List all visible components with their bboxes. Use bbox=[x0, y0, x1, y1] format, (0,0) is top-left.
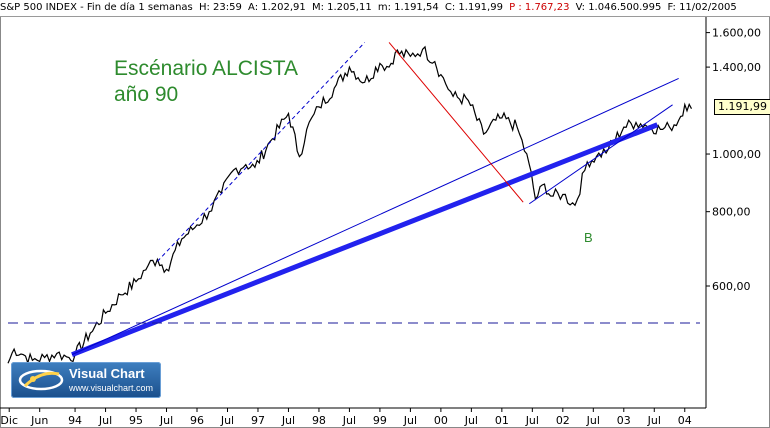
header-time: H: 23:59 bbox=[198, 2, 242, 13]
x-tick-label: Jul bbox=[98, 414, 112, 427]
x-tick-label: Jul bbox=[281, 414, 295, 427]
x-tick-label: Jul bbox=[220, 414, 234, 427]
x-tick-label: Jul bbox=[159, 414, 173, 427]
header-close: C: 1.191,99 bbox=[444, 2, 503, 13]
header-p: P : 1.767,23 bbox=[509, 2, 570, 13]
logo-url: www.visualchart.com bbox=[69, 383, 154, 393]
x-tick-label: 99 bbox=[373, 414, 387, 427]
upper-channel-trendline bbox=[71, 77, 679, 356]
x-tick-label: 97 bbox=[251, 414, 265, 427]
x-tick-label: 04 bbox=[678, 414, 692, 427]
x-tick-label: 96 bbox=[190, 414, 204, 427]
x-tick-label: 94 bbox=[68, 414, 82, 427]
x-tick-label: Jul bbox=[647, 414, 661, 427]
x-tick-label: 95 bbox=[129, 414, 143, 427]
recovery-support-trendline bbox=[529, 104, 673, 205]
x-tick-label: Jul bbox=[342, 414, 356, 427]
header-date: F: 11/02/2005 bbox=[667, 2, 737, 13]
price-series-line bbox=[7, 45, 693, 366]
x-tick-label: 00 bbox=[434, 414, 448, 427]
scenario-title: Escénario ALCISTA bbox=[114, 57, 299, 80]
last-price-label: 1.191,99 bbox=[714, 99, 770, 115]
chart-header: S&P 500 INDEX - Fin de día 1 semanas H: … bbox=[0, 0, 770, 17]
scenario-year: año 90 bbox=[114, 83, 179, 106]
x-tick-label: 03 bbox=[617, 414, 631, 427]
x-tick-label: Jun bbox=[30, 414, 48, 427]
x-tick-label: Jul bbox=[403, 414, 417, 427]
x-tick-label: 01 bbox=[495, 414, 509, 427]
main-support-trendline bbox=[71, 122, 659, 357]
x-tick-label: Jul bbox=[464, 414, 478, 427]
header-high: M: 1.205,11 bbox=[311, 2, 372, 13]
header-instrument: S&P 500 INDEX - Fin de día 1 semanas bbox=[0, 2, 193, 13]
x-tick-label: Jul bbox=[525, 414, 539, 427]
header-volume: V: 1.046.500.995 bbox=[575, 2, 662, 13]
y-tick-label: 800,00 bbox=[712, 206, 751, 219]
header-open: A: 1.202,91 bbox=[248, 2, 306, 13]
x-tick-label: 98 bbox=[312, 414, 326, 427]
logo-name: Visual Chart bbox=[69, 366, 145, 381]
y-tick-label: 1.600,00 bbox=[712, 27, 761, 40]
y-tick-label: 1.400,00 bbox=[712, 61, 761, 74]
visualchart-logo: Visual Chart www.visualchart.com bbox=[11, 362, 161, 398]
header-low: m: 1.191,54 bbox=[377, 2, 439, 13]
y-tick-label: 1.000,00 bbox=[712, 148, 761, 161]
x-tick-label: 02 bbox=[556, 414, 570, 427]
dashed-bull-trendline bbox=[157, 42, 366, 262]
scenario-annotation: Escénario ALCISTA año 90 bbox=[114, 56, 298, 108]
bear-resistance-trendline bbox=[388, 42, 524, 203]
point-b-label: B bbox=[584, 230, 593, 245]
x-tick-label: Jul bbox=[586, 414, 600, 427]
y-tick-label: 600,00 bbox=[712, 280, 751, 293]
visualchart-swoosh-icon bbox=[18, 369, 64, 391]
x-tick-label: Dic bbox=[0, 414, 18, 427]
